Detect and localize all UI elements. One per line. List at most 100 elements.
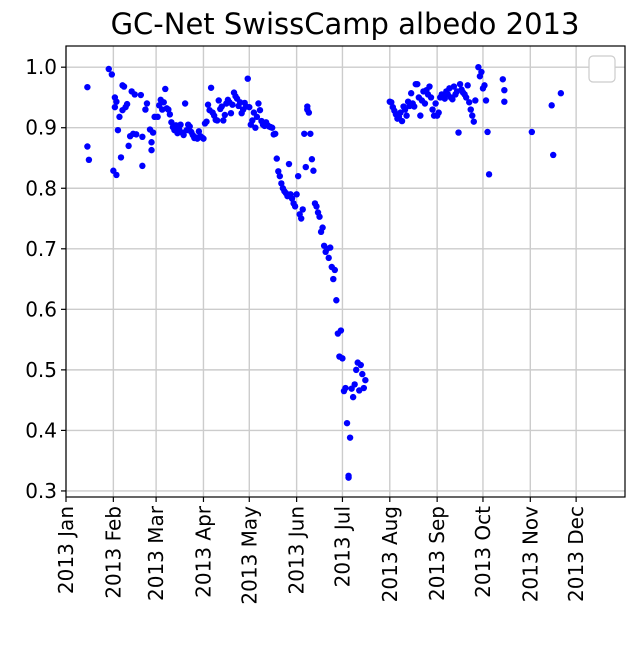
data-point: [482, 97, 490, 104]
data-point: [432, 100, 439, 107]
data-point: [484, 128, 491, 136]
data-point: [84, 83, 91, 91]
x-tick-label: 2013 Oct: [471, 506, 495, 598]
x-tick-label: 2013 May: [237, 506, 261, 605]
data-point: [207, 84, 215, 91]
data-point: [333, 297, 340, 304]
data-point: [421, 100, 429, 107]
data-point: [180, 131, 187, 139]
data-point: [342, 384, 349, 392]
data-point: [148, 146, 155, 154]
data-point: [111, 103, 119, 111]
data-point: [195, 128, 203, 135]
data-point: [398, 117, 406, 125]
x-tick-label: 2013 Sep: [425, 506, 449, 601]
x-tick-label: 2013 Dec: [564, 506, 588, 602]
data-point: [478, 68, 485, 76]
data-point: [357, 361, 364, 369]
data-point: [133, 131, 140, 138]
data-point: [116, 113, 123, 121]
data-point: [215, 97, 222, 104]
data-point: [557, 90, 565, 97]
data-point: [255, 100, 262, 107]
data-point: [220, 117, 227, 124]
data-point: [307, 130, 314, 137]
grid-layer: [65, 46, 625, 497]
data-point: [204, 101, 212, 108]
data-point: [337, 327, 345, 334]
data-point: [327, 244, 334, 251]
data-point: [407, 90, 415, 97]
data-point: [253, 113, 261, 121]
y-tick-label: 0.3: [25, 479, 57, 503]
data-point: [214, 117, 221, 124]
data-point: [359, 370, 366, 378]
data-point: [299, 206, 306, 213]
data-point: [475, 63, 482, 71]
x-axis: 2013 Jan 2013 Feb 2013 Mar 2013 Apr 2013 May…: [54, 497, 588, 605]
data-point: [272, 130, 279, 137]
data-point: [165, 106, 172, 113]
x-tick-label: 2013 Feb: [101, 506, 125, 599]
data-point: [246, 103, 253, 111]
x-tick-label: 2013 Jan: [54, 506, 78, 594]
data-point: [162, 85, 169, 93]
data-point: [360, 384, 368, 392]
data-point: [330, 275, 337, 283]
data-point: [123, 100, 131, 108]
data-point: [131, 91, 138, 98]
data-point: [411, 103, 418, 110]
x-tick-label: 2013 Aug: [378, 506, 402, 602]
data-point: [85, 156, 93, 164]
data-point: [276, 172, 284, 180]
data-point: [278, 180, 285, 187]
data-point: [154, 113, 161, 121]
data-point: [244, 75, 251, 82]
data-point: [401, 106, 409, 113]
data-point: [203, 118, 210, 125]
data-point: [462, 94, 470, 101]
y-tick-label: 0.6: [25, 297, 57, 321]
data-point: [120, 83, 128, 90]
data-point: [397, 109, 404, 116]
y-tick-label: 1.0: [25, 55, 57, 79]
data-point: [427, 94, 435, 101]
data-point: [256, 106, 264, 114]
data-point: [388, 99, 395, 106]
data-point: [305, 109, 313, 116]
data-point: [304, 103, 311, 110]
data-point: [113, 171, 120, 179]
data-point: [218, 103, 225, 110]
data-point: [294, 172, 302, 180]
data-point: [301, 130, 308, 137]
data-point: [466, 99, 473, 106]
data-point: [227, 109, 235, 117]
data-point: [310, 167, 317, 174]
data-point: [316, 213, 323, 220]
data-point: [426, 83, 433, 90]
data-point: [177, 121, 184, 128]
data-point: [464, 82, 471, 89]
data-point: [331, 266, 339, 274]
data-point: [450, 83, 458, 90]
data-point: [362, 376, 369, 384]
data-point: [472, 97, 479, 104]
data-point: [285, 160, 293, 168]
y-tick-label: 0.4: [25, 418, 57, 442]
data-point: [148, 139, 155, 146]
data-point: [345, 474, 352, 481]
data-point: [142, 106, 149, 113]
data-point: [319, 224, 326, 231]
data-point: [113, 98, 120, 105]
data-point: [346, 434, 354, 441]
data-point: [456, 80, 464, 88]
data-point: [470, 118, 477, 125]
x-tick-label: 2013 Nov: [518, 506, 542, 602]
data-point: [449, 96, 456, 103]
y-tick-label: 0.9: [25, 116, 57, 140]
data-point: [467, 106, 474, 113]
data-point: [137, 91, 145, 99]
data-point: [313, 203, 320, 210]
data-point: [229, 101, 236, 108]
